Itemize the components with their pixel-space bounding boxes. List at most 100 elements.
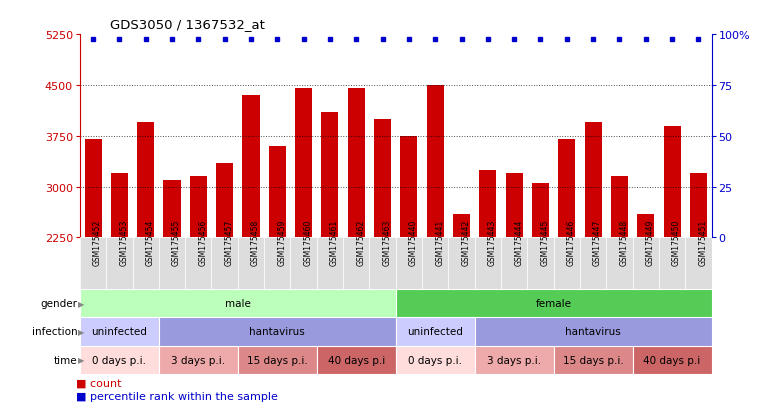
Bar — [659, 238, 685, 290]
Bar — [396, 346, 475, 374]
Bar — [632, 238, 659, 290]
Bar — [580, 238, 607, 290]
Bar — [396, 290, 712, 318]
Text: GSM175458: GSM175458 — [251, 219, 260, 265]
Bar — [164, 180, 180, 238]
Text: hantavirus: hantavirus — [565, 327, 621, 337]
Text: uninfected: uninfected — [91, 327, 148, 337]
Text: 0 days p.i.: 0 days p.i. — [408, 355, 462, 365]
Bar — [532, 184, 549, 238]
Bar — [689, 174, 707, 238]
Bar — [185, 238, 212, 290]
Bar — [132, 238, 159, 290]
Bar — [317, 238, 343, 290]
Bar — [448, 238, 475, 290]
Bar — [422, 238, 448, 290]
Bar — [137, 123, 154, 238]
Text: GSM175455: GSM175455 — [172, 219, 181, 265]
Bar — [400, 136, 418, 238]
Text: uninfected: uninfected — [407, 327, 463, 337]
Bar — [159, 318, 396, 346]
Bar — [107, 238, 132, 290]
Bar — [527, 238, 553, 290]
Bar — [237, 238, 264, 290]
Bar — [584, 123, 602, 238]
Text: 15 days p.i.: 15 days p.i. — [247, 355, 307, 365]
Bar — [295, 89, 312, 238]
Text: 3 days p.i.: 3 days p.i. — [487, 355, 541, 365]
Text: ▶: ▶ — [78, 327, 84, 336]
Bar — [554, 238, 580, 290]
Bar — [269, 147, 286, 238]
Text: GSM175449: GSM175449 — [646, 219, 654, 265]
Bar — [475, 318, 712, 346]
Text: GSM175456: GSM175456 — [199, 219, 207, 265]
Bar — [611, 177, 628, 238]
Bar — [453, 214, 470, 238]
Bar — [237, 346, 317, 374]
Text: infection: infection — [32, 327, 78, 337]
Text: ▶: ▶ — [78, 299, 84, 308]
Bar — [216, 164, 233, 238]
Bar — [212, 238, 237, 290]
Bar — [479, 170, 496, 238]
Text: GSM175452: GSM175452 — [93, 219, 102, 265]
Bar — [685, 238, 712, 290]
Text: 15 days p.i.: 15 days p.i. — [562, 355, 623, 365]
Text: GSM175444: GSM175444 — [514, 219, 523, 265]
Text: GSM175440: GSM175440 — [409, 219, 418, 265]
Text: ■ count: ■ count — [76, 377, 122, 387]
Bar — [369, 238, 396, 290]
Text: 40 days p.i: 40 days p.i — [644, 355, 701, 365]
Bar — [84, 140, 102, 238]
Bar — [607, 238, 632, 290]
Bar — [427, 86, 444, 238]
Bar — [554, 346, 632, 374]
Text: GSM175462: GSM175462 — [356, 219, 365, 265]
Bar — [80, 318, 159, 346]
Bar — [243, 96, 260, 238]
Bar — [317, 346, 396, 374]
Bar — [80, 238, 107, 290]
Text: 40 days p.i: 40 days p.i — [328, 355, 385, 365]
Bar — [159, 238, 185, 290]
Text: GSM175445: GSM175445 — [540, 219, 549, 265]
Text: GSM175453: GSM175453 — [119, 219, 129, 265]
Text: time: time — [53, 355, 78, 365]
Text: 0 days p.i.: 0 days p.i. — [92, 355, 146, 365]
Text: GSM175443: GSM175443 — [488, 219, 497, 265]
Bar — [343, 238, 369, 290]
Text: gender: gender — [40, 299, 78, 309]
Bar — [348, 89, 365, 238]
Text: male: male — [224, 299, 251, 309]
Text: GSM175448: GSM175448 — [619, 219, 629, 265]
Bar — [559, 140, 575, 238]
Text: GSM175442: GSM175442 — [461, 219, 470, 265]
Bar — [321, 113, 339, 238]
Bar — [374, 120, 391, 238]
Bar — [396, 238, 422, 290]
Bar — [475, 238, 501, 290]
Text: GDS3050 / 1367532_at: GDS3050 / 1367532_at — [110, 18, 266, 31]
Text: GSM175447: GSM175447 — [593, 219, 602, 265]
Text: GSM175450: GSM175450 — [672, 219, 681, 265]
Bar — [189, 177, 207, 238]
Text: ■ percentile rank within the sample: ■ percentile rank within the sample — [76, 391, 278, 401]
Text: GSM175441: GSM175441 — [435, 219, 444, 265]
Bar — [637, 214, 654, 238]
Bar — [80, 290, 396, 318]
Text: 3 days p.i.: 3 days p.i. — [171, 355, 225, 365]
Text: ▶: ▶ — [78, 355, 84, 364]
Bar — [291, 238, 317, 290]
Text: GSM175463: GSM175463 — [383, 219, 392, 265]
Text: GSM175446: GSM175446 — [567, 219, 576, 265]
Text: GSM175457: GSM175457 — [224, 219, 234, 265]
Bar — [159, 346, 237, 374]
Text: female: female — [536, 299, 572, 309]
Bar — [80, 346, 159, 374]
Bar — [505, 174, 523, 238]
Bar — [475, 346, 554, 374]
Text: GSM175459: GSM175459 — [277, 219, 286, 265]
Bar — [501, 238, 527, 290]
Text: GSM175461: GSM175461 — [330, 219, 339, 265]
